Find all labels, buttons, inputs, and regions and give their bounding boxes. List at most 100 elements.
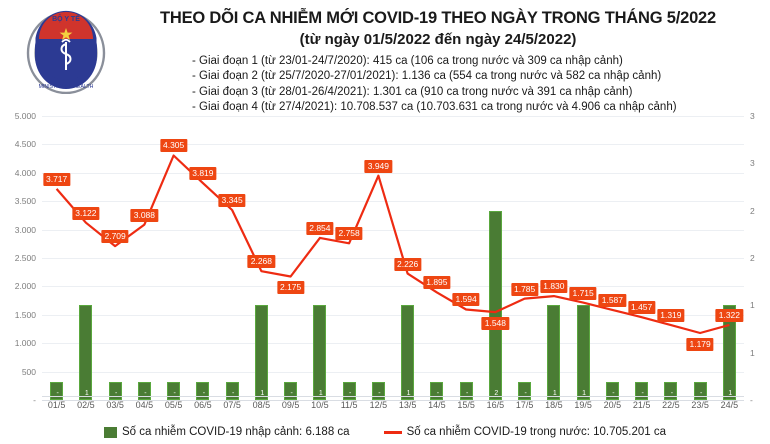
- bar[interactable]: 1: [254, 305, 268, 400]
- bar[interactable]: -: [635, 382, 649, 400]
- line-data-label: 3.088: [130, 208, 159, 222]
- legend-item-line: Số ca nhiễm COVID-19 trong nước: 10.705.…: [383, 426, 667, 438]
- bar[interactable]: 1: [401, 305, 415, 400]
- y-tick-left: -: [33, 395, 36, 405]
- y-tick-left: 500: [21, 366, 36, 377]
- y-tick-left: 2.500: [14, 253, 36, 263]
- bar-value-label: -: [56, 390, 59, 397]
- bar[interactable]: 1: [313, 305, 327, 400]
- y-tick-right: 2: [750, 253, 755, 263]
- legend-bar-label: Số ca nhiễm COVID-19 nhập cảnh: 6.188 ca: [121, 426, 350, 438]
- bar[interactable]: -: [430, 382, 444, 400]
- title-block: THEO DÕI CA NHIỄM MỚI COVID-19 THEO NGÀY…: [118, 8, 758, 116]
- line-data-label: 2.226: [393, 257, 422, 271]
- y-tick-left: 1.500: [14, 309, 36, 320]
- bar[interactable]: -: [605, 382, 619, 400]
- bar-value-label: -: [699, 390, 703, 397]
- x-tick-label: 23/5: [691, 400, 709, 410]
- bar[interactable]: -: [518, 382, 532, 400]
- bar-value-label: -: [641, 390, 644, 397]
- bar-value-label: 1: [84, 390, 89, 397]
- bar[interactable]: 1: [79, 305, 93, 400]
- bar[interactable]: 1: [722, 305, 736, 400]
- bar[interactable]: -: [225, 382, 239, 400]
- line-data-label: 3.345: [218, 194, 246, 207]
- phase-line-3: - Giai đoạn 3 (từ 28/01-26/4/2021): 1.30…: [192, 85, 633, 98]
- bar[interactable]: -: [664, 382, 678, 400]
- bar-value-label: -: [114, 390, 118, 397]
- logo-bottom-text: MINISTRY OF HEALTH: [39, 84, 94, 90]
- bar-value-label: -: [670, 390, 674, 397]
- bar[interactable]: -: [167, 382, 181, 400]
- gridline: [42, 144, 744, 146]
- bar-value-label: -: [173, 390, 176, 397]
- line-data-label: 1.830: [540, 280, 568, 294]
- bar-value-label: -: [612, 390, 615, 397]
- y-tick-left: 5.000: [14, 111, 36, 121]
- legend-line-label: Số ca nhiễm COVID-19 trong nước: 10.705.…: [406, 426, 667, 438]
- gridline: [42, 229, 744, 231]
- bar[interactable]: -: [371, 382, 385, 400]
- x-tick-label: 09/5: [281, 400, 300, 410]
- y-axis-left: 5.000 4.500 4.000 3.500 3.000 2.500 2.000 1.500…: [0, 108, 40, 408]
- chart-header: BỘ Y TẾ MINISTRY OF HEALTH THEO DÕI CA N…: [0, 0, 770, 113]
- bar-value-label: 1: [728, 390, 733, 397]
- bar[interactable]: 2: [488, 210, 502, 400]
- gridline: [42, 343, 744, 345]
- x-tick-label: 13/5: [398, 400, 417, 410]
- bar[interactable]: 1: [547, 305, 561, 400]
- bar[interactable]: -: [342, 382, 356, 400]
- x-tick-label: 04/5: [135, 400, 154, 410]
- line-data-label: 1.319: [657, 309, 685, 323]
- y-tick-right: 3: [750, 158, 755, 169]
- bar-value-label: -: [524, 390, 527, 397]
- x-tick-label: 12/5: [369, 400, 388, 410]
- x-tick-label: 07/5: [223, 400, 241, 410]
- x-tick-label: 08/5: [252, 400, 271, 410]
- bar[interactable]: 1: [576, 305, 590, 400]
- bar-value-label: -: [290, 390, 293, 397]
- x-axis-line: [42, 396, 744, 397]
- bar[interactable]: -: [50, 382, 64, 400]
- bar-value-label: 1: [406, 390, 411, 397]
- y-tick-left: 1.000: [14, 338, 36, 349]
- line-data-label: 1.895: [423, 276, 451, 290]
- line-data-label: 2.709: [101, 230, 129, 244]
- bar[interactable]: -: [137, 382, 151, 400]
- bar[interactable]: -: [459, 382, 473, 400]
- bar-value-label: -: [144, 390, 147, 397]
- y-tick-left: 4.500: [14, 139, 36, 150]
- x-tick-label: 22/5: [662, 400, 680, 410]
- line-data-label: 1.457: [627, 301, 656, 315]
- x-tick-label: 20/5: [603, 400, 622, 410]
- bar[interactable]: -: [108, 382, 122, 400]
- x-tick-label: 15/5: [457, 400, 475, 410]
- ministry-of-health-logo-icon: BỘ Y TẾ MINISTRY OF HEALTH: [24, 8, 108, 94]
- gridline: [42, 371, 744, 373]
- y-tick-right: 1: [750, 300, 755, 311]
- phase-line-1: - Giai đoạn 1 (từ 23/01-24/7/2020): 415 …: [192, 55, 623, 67]
- line-path: [55, 154, 730, 335]
- bar[interactable]: -: [284, 382, 298, 400]
- plot-area: - 1 - - - - - 1 - 1 - - 1 - - 2 - 1 1 - - - - 1 3.717 3.122 2.709…: [42, 116, 744, 401]
- y-tick-right: -: [750, 395, 753, 405]
- bar-series: - 1 - - - - - 1 - 1 - - 1 - - 2 - 1 1 - - - - 1: [42, 116, 744, 400]
- phase-line-2: - Giai đoạn 2 (từ 25/7/2020-27/01/2021):…: [192, 70, 662, 83]
- logo-top-text: BỘ Y TẾ: [52, 13, 80, 23]
- bar[interactable]: -: [693, 382, 707, 400]
- x-tick-label: 18/5: [545, 400, 563, 410]
- x-tick-label: 11/5: [340, 400, 358, 410]
- bar[interactable]: -: [196, 382, 210, 400]
- x-tick-label: 03/5: [106, 400, 124, 410]
- x-tick-label: 01/5: [47, 400, 66, 410]
- x-tick-label: 10/5: [311, 400, 329, 410]
- line-data-label: 1.587: [598, 293, 627, 307]
- line-data-label: 1.322: [715, 308, 744, 322]
- line-series: [42, 116, 744, 400]
- y-tick-left: 3.500: [14, 196, 36, 207]
- line-data-label: 2.268: [247, 255, 276, 269]
- line-data-label: 3.717: [42, 172, 71, 186]
- bar-value-label: -: [348, 390, 352, 397]
- line-data-label: 2.175: [276, 281, 305, 295]
